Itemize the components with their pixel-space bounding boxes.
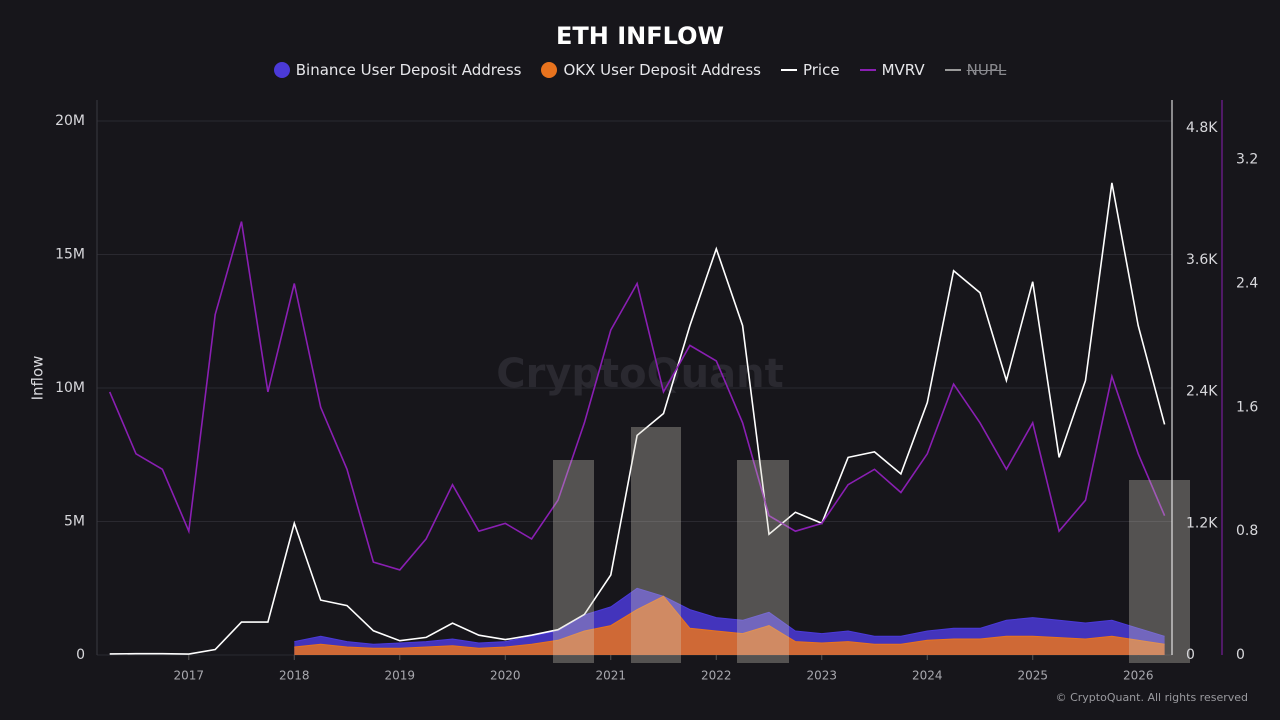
plot	[97, 120, 1172, 656]
series-line	[294, 587, 1165, 645]
y2-tick-label: 3.6K	[1186, 252, 1218, 268]
x-tick-label: 2020	[490, 669, 521, 683]
legend-marker	[273, 62, 290, 78]
y2-tick-label: 4.8K	[1186, 120, 1218, 136]
highlight	[631, 427, 681, 663]
legend-label: OKX User Deposit Address	[563, 61, 761, 79]
x-tick-label: 2019	[384, 669, 415, 683]
area-fill	[294, 596, 1165, 655]
y3-tick-label: 1.6	[1236, 399, 1258, 415]
y2-tick-label: 0	[1186, 647, 1195, 663]
y-tick-label: 0	[76, 647, 85, 663]
legend-label: NUPL	[966, 61, 1007, 79]
legend-marker	[780, 69, 797, 71]
x-tick-label: 2022	[701, 669, 732, 683]
y2-tick-label: 1.2K	[1186, 515, 1218, 531]
x-tick-label: 2021	[595, 669, 626, 683]
legend-marker	[541, 62, 558, 78]
legend-label: Price	[802, 61, 840, 79]
x-tick-label: 2024	[912, 669, 943, 683]
y-tick-label: 20M	[55, 113, 85, 129]
x-tick-label: 2017	[174, 669, 205, 683]
x-tick-label: 2018	[279, 669, 310, 683]
y3-tick-label: 3.2	[1236, 152, 1258, 168]
y-tick-label: 15M	[55, 247, 85, 263]
highlight	[737, 460, 789, 663]
y-tick-label: 5M	[64, 514, 85, 530]
x-tick-label: 2023	[806, 669, 837, 683]
legend-label: Binance User Deposit Address	[295, 61, 522, 79]
legend-item[interactable]: Price	[780, 61, 840, 79]
legend-marker	[944, 69, 961, 71]
y-axis-label: Inflow	[29, 356, 47, 401]
legend-item[interactable]: OKX User Deposit Address	[541, 61, 761, 79]
series-line	[109, 182, 1166, 655]
legend: Binance User Deposit Address OKX User Dep…	[0, 61, 1280, 79]
watermark: CryptoQuant	[496, 351, 783, 397]
y-tick-label: 10M	[55, 380, 85, 396]
legend-item[interactable]: NUPL	[944, 61, 1007, 79]
x-tick-label: 2025	[1017, 669, 1048, 683]
highlights	[553, 427, 1190, 663]
chart-title: ETH INFLOW	[556, 22, 724, 50]
x-tick-label: 2026	[1123, 669, 1154, 683]
credit: © CryptoQuant. All rights reserved	[1056, 691, 1248, 704]
series-line	[108, 221, 1166, 571]
highlight	[1129, 480, 1190, 663]
legend-marker	[859, 69, 876, 71]
legend-item[interactable]: Binance User Deposit Address	[273, 61, 522, 79]
highlight	[553, 460, 594, 663]
legend-label: MVRV	[881, 61, 925, 79]
area-fill	[294, 588, 1165, 655]
legend-item[interactable]: MVRV	[859, 61, 925, 79]
y3-tick-label: 0.8	[1236, 523, 1258, 539]
series-line	[294, 595, 1165, 649]
y3-tick-label: 0	[1236, 647, 1245, 663]
y2-tick-label: 2.4K	[1186, 384, 1218, 400]
y3-tick-label: 2.4	[1236, 276, 1258, 292]
